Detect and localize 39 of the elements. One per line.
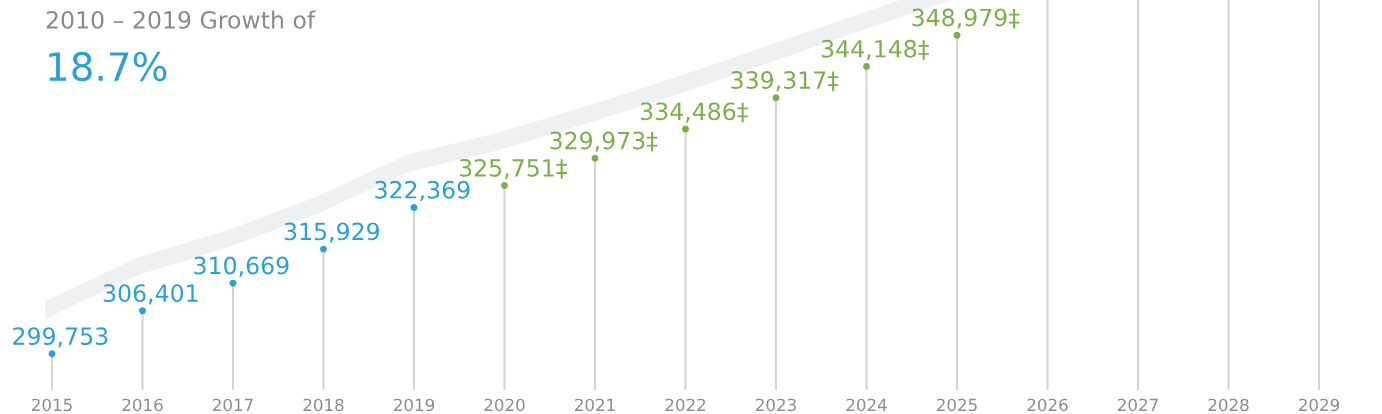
point <box>682 125 689 133</box>
point <box>501 182 508 189</box>
data-label: 334,486‡ <box>640 102 748 123</box>
data-label: 329,973‡ <box>550 131 658 152</box>
point <box>139 307 146 315</box>
x-tick-label: 2027 <box>1118 398 1158 412</box>
x-tick-label: 2015 <box>32 398 72 412</box>
data-label: 344,148‡ <box>821 39 929 61</box>
point <box>410 203 418 211</box>
chart-subtitle: 18.7% <box>49 51 167 82</box>
x-tick-label: 2021 <box>575 398 615 412</box>
x-tick-label: 2019 <box>394 398 435 412</box>
chart-title: 2010 – 2019 Growth of <box>46 10 316 29</box>
data-label: 322,369 <box>375 180 470 202</box>
point <box>772 94 780 102</box>
data-label: 310,669 <box>194 256 289 277</box>
x-tick-label: 2016 <box>122 398 163 412</box>
data-label: 306,401 <box>103 284 198 305</box>
x-tick-label: 2025 <box>937 398 977 412</box>
x-tick-label: 2018 <box>303 398 344 412</box>
x-tick-label: 2026 <box>1027 398 1068 412</box>
data-label: 315,929 <box>284 222 379 243</box>
x-tick-label: 2028 <box>1208 398 1249 412</box>
data-label: 348,979‡ <box>912 8 1020 29</box>
x-tick-label: 2022 <box>665 398 706 412</box>
data-label: 325,751‡ <box>459 158 567 180</box>
data-label: 339,317‡ <box>731 71 839 92</box>
data-label: 299,753 <box>13 327 108 348</box>
x-tick-label: 2020 <box>484 398 525 412</box>
point <box>229 279 237 287</box>
point <box>863 62 870 70</box>
x-tick-label: 2017 <box>213 398 253 412</box>
point <box>320 245 327 253</box>
point <box>48 350 56 358</box>
x-tick-label: 2024 <box>846 398 887 412</box>
x-tick-label: 2023 <box>756 398 796 412</box>
point <box>953 31 961 39</box>
x-tick-label: 2029 <box>1299 398 1340 412</box>
point <box>591 154 599 162</box>
